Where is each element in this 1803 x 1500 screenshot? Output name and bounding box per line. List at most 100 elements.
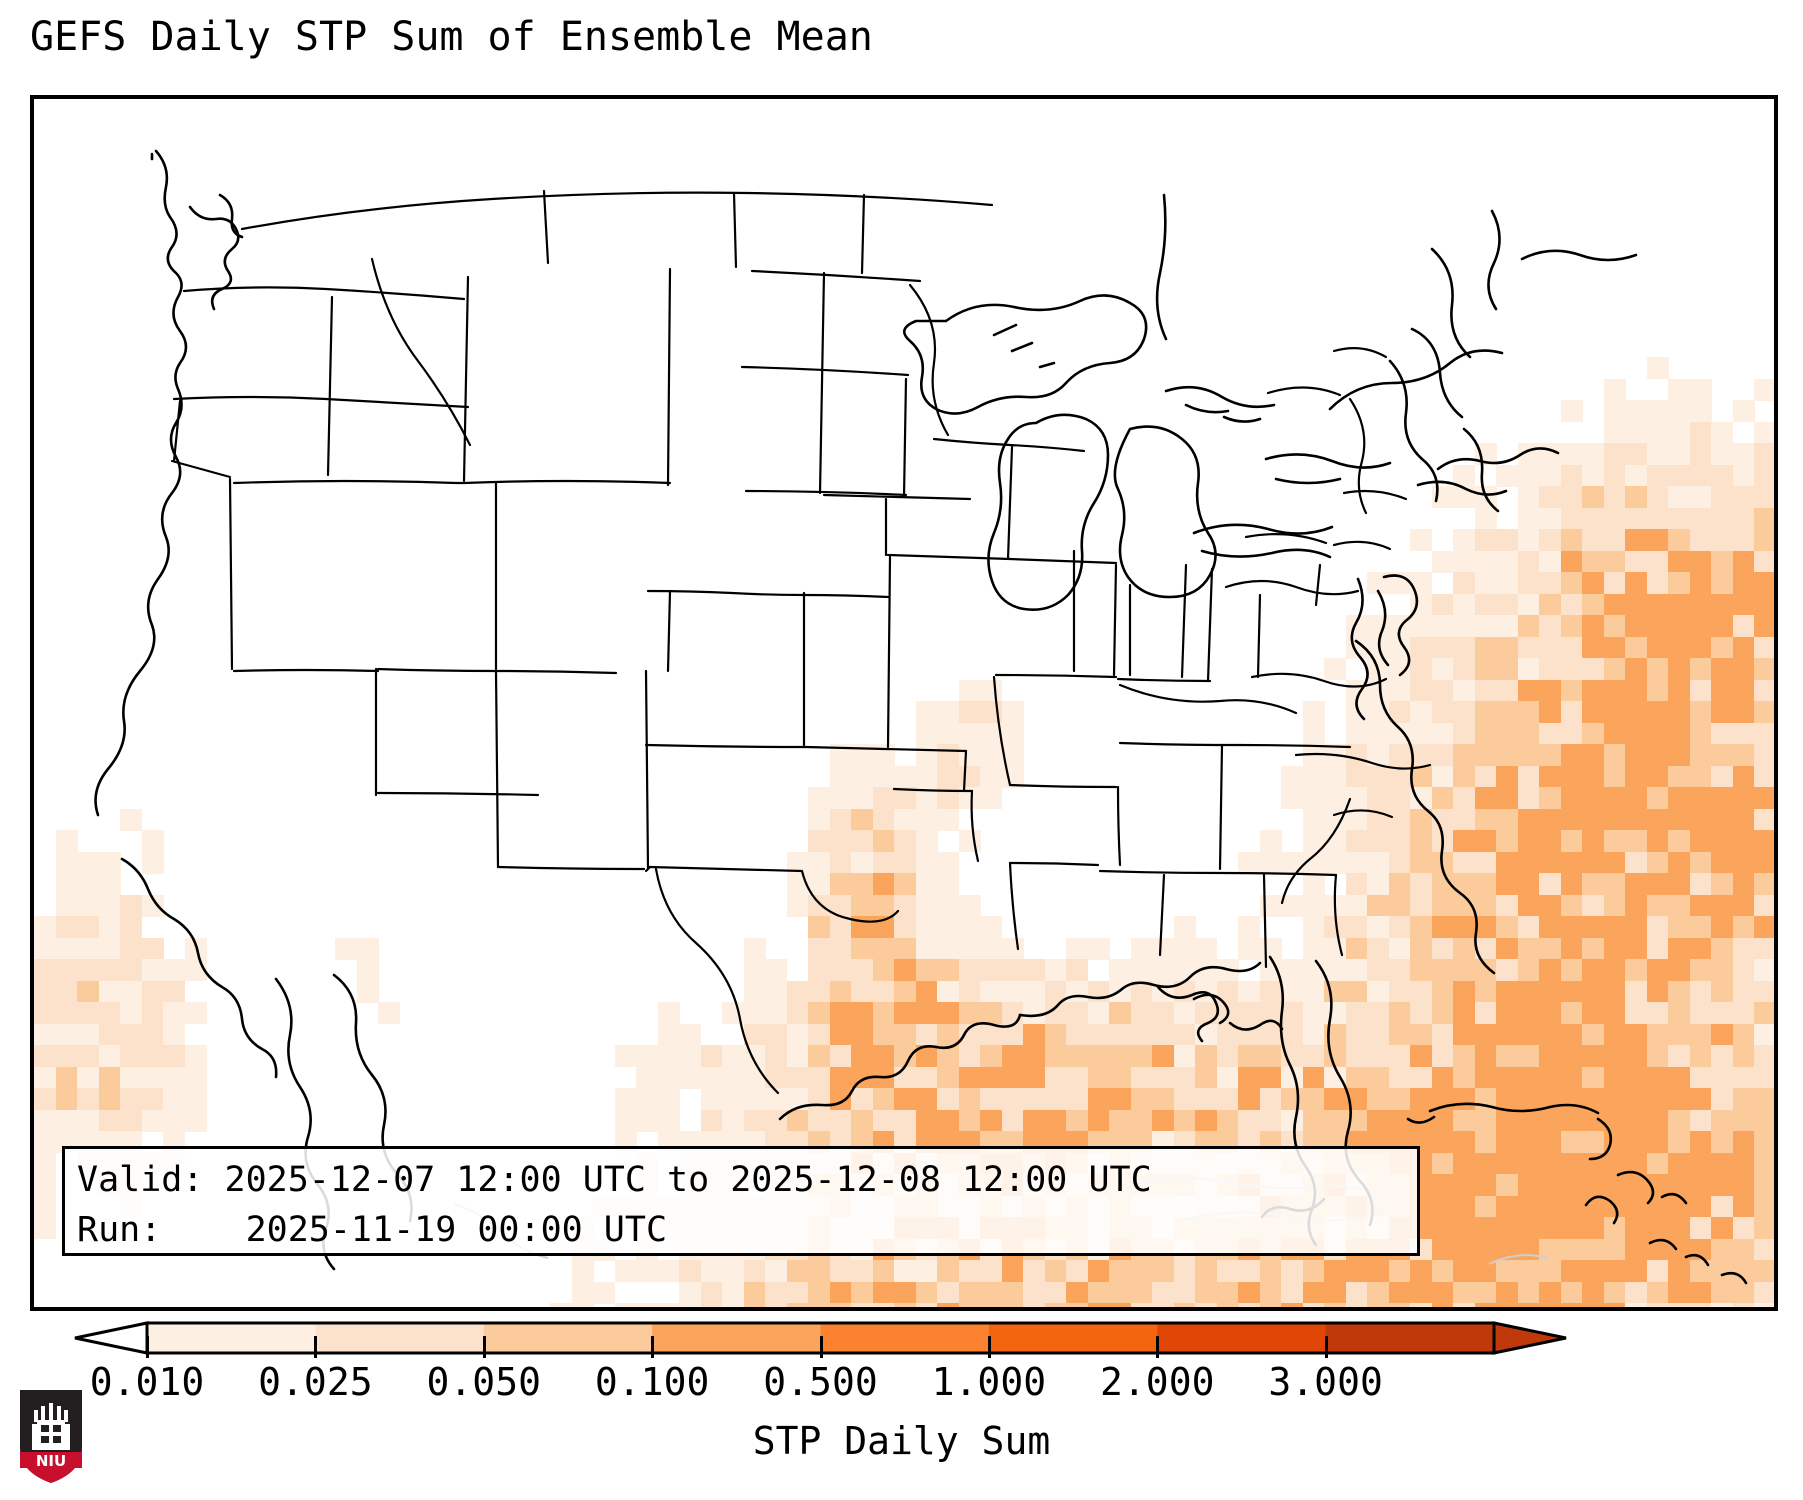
heatmap-cell	[1582, 787, 1605, 810]
heatmap-cell	[1560, 615, 1583, 638]
heatmap-cell	[1603, 851, 1626, 874]
heatmap-cell	[937, 851, 960, 874]
heatmap-cell	[1496, 636, 1519, 659]
heatmap-cell	[1582, 486, 1605, 509]
heatmap-cell	[1474, 851, 1497, 874]
heatmap-cell	[1646, 744, 1669, 767]
heatmap-cell	[1023, 1066, 1046, 1089]
heatmap-cell	[1087, 1002, 1110, 1025]
heatmap-cell	[1431, 1174, 1454, 1197]
heatmap-cell	[1754, 507, 1774, 530]
heatmap-cell	[1345, 980, 1368, 1003]
heatmap-cell	[765, 1109, 788, 1132]
heatmap-cell	[1496, 529, 1519, 552]
heatmap-cell	[1754, 916, 1774, 939]
heatmap-cell	[1388, 959, 1411, 982]
heatmap-cell	[98, 1002, 121, 1025]
heatmap-cell	[1711, 1045, 1734, 1068]
heatmap-cell	[1302, 765, 1325, 788]
heatmap-cell	[1302, 1002, 1325, 1025]
heatmap-cell	[120, 1002, 143, 1025]
heatmap-cell	[1754, 378, 1774, 401]
heatmap-cell	[980, 787, 1003, 810]
heatmap-cell	[1689, 636, 1712, 659]
heatmap-cell	[1689, 507, 1712, 530]
heatmap-cell	[657, 1066, 680, 1089]
heatmap-cell	[1001, 980, 1024, 1003]
heatmap-cell	[851, 787, 874, 810]
heatmap-cell	[1410, 787, 1433, 810]
heatmap-cell	[1689, 959, 1712, 982]
stp-heatmap-grid	[34, 99, 1774, 1307]
heatmap-cell	[1582, 1045, 1605, 1068]
heatmap-cell	[1625, 572, 1648, 595]
heatmap-cell	[1259, 1023, 1282, 1046]
heatmap-cell	[894, 1023, 917, 1046]
heatmap-cell	[1668, 894, 1691, 917]
heatmap-cell	[1689, 378, 1712, 401]
heatmap-cell	[1453, 1002, 1476, 1025]
heatmap-cell	[184, 1045, 207, 1068]
heatmap-cell	[1238, 1002, 1261, 1025]
heatmap-cell	[34, 937, 57, 960]
heatmap-cell	[1345, 1023, 1368, 1046]
heatmap-cell	[1560, 529, 1583, 552]
heatmap-cell	[1582, 980, 1605, 1003]
heatmap-cell	[937, 937, 960, 960]
heatmap-cell	[1474, 980, 1497, 1003]
heatmap-cell	[1388, 636, 1411, 659]
heatmap-cell	[1539, 916, 1562, 939]
heatmap-cell	[872, 1109, 895, 1132]
heatmap-cell	[1474, 1131, 1497, 1154]
heatmap-cell	[1496, 980, 1519, 1003]
heatmap-cell	[1453, 1152, 1476, 1175]
colorbar-tick	[314, 1336, 318, 1358]
heatmap-cell	[1453, 873, 1476, 896]
heatmap-cell	[1582, 1195, 1605, 1218]
heatmap-cell	[120, 916, 143, 939]
heatmap-cell	[1560, 507, 1583, 530]
heatmap-cell	[1582, 658, 1605, 681]
heatmap-cell	[1324, 787, 1347, 810]
heatmap-cell	[1625, 744, 1648, 767]
heatmap-cell	[1367, 959, 1390, 982]
heatmap-cell	[1711, 916, 1734, 939]
page-title: GEFS Daily STP Sum of Ensemble Mean	[30, 14, 873, 60]
heatmap-cell	[980, 765, 1003, 788]
heatmap-cell	[1625, 1109, 1648, 1132]
heatmap-cell	[743, 1109, 766, 1132]
heatmap-cell	[1754, 1088, 1774, 1111]
heatmap-cell	[1044, 1045, 1067, 1068]
heatmap-cell	[1109, 1045, 1132, 1068]
heatmap-cell	[808, 937, 831, 960]
heatmap-cell	[184, 1088, 207, 1111]
heatmap-cell	[120, 1045, 143, 1068]
heatmap-cell	[1539, 1195, 1562, 1218]
heatmap-cell	[1539, 959, 1562, 982]
heatmap-cell	[1732, 765, 1755, 788]
heatmap-cell	[937, 894, 960, 917]
heatmap-cell	[1539, 1066, 1562, 1089]
heatmap-cell	[915, 787, 938, 810]
heatmap-cell	[872, 980, 895, 1003]
heatmap-cell	[1388, 658, 1411, 681]
heatmap-cell	[915, 1002, 938, 1025]
heatmap-cell	[786, 1088, 809, 1111]
heatmap-cell	[1388, 851, 1411, 874]
heatmap-cell	[1238, 980, 1261, 1003]
heatmap-cell	[77, 851, 100, 874]
heatmap-cell	[1410, 1002, 1433, 1025]
heatmap-cell	[1625, 937, 1648, 960]
heatmap-cell	[937, 1066, 960, 1089]
heatmap-cell	[1109, 959, 1132, 982]
heatmap-cell	[636, 1045, 659, 1068]
heatmap-cell	[765, 1023, 788, 1046]
heatmap-cell	[1496, 1066, 1519, 1089]
heatmap-cell	[1582, 593, 1605, 616]
heatmap-cell	[55, 1045, 78, 1068]
heatmap-cell	[1582, 443, 1605, 466]
heatmap-cell	[77, 894, 100, 917]
heatmap-cell	[1388, 744, 1411, 767]
heatmap-cell	[1560, 550, 1583, 573]
